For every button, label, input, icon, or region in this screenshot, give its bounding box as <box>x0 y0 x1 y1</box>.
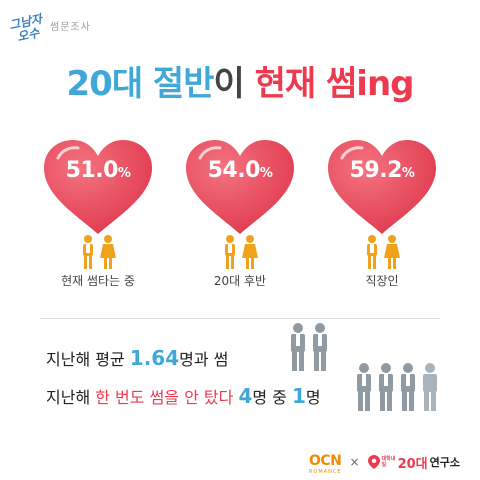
section-divider <box>40 318 440 319</box>
couple-icon <box>83 235 116 269</box>
person-row-icon <box>357 363 437 411</box>
location-pin-icon <box>367 455 380 469</box>
title-part-1: 20대 절반 <box>66 64 215 104</box>
stat-line-average: 지난해 평균 1.64명과 썸 <box>46 346 229 370</box>
couple-icon <box>367 235 400 269</box>
heart-percentage: 54.0% <box>207 158 273 183</box>
footer-brands: OCN ROMANCE × 대학내일 20대 연구소 <box>308 450 460 475</box>
heart-icon <box>186 140 294 234</box>
heart-label: 현재 썸타는 중 <box>61 274 135 288</box>
logo-script-text: 그남자 오수 <box>7 11 44 45</box>
brand-logo: 그남자 오수 썸문조사 <box>7 11 108 50</box>
stat-line-never: 지난해 한 번도 썸을 안 탔다 4명 중 1명 <box>46 384 321 408</box>
heart-icon <box>328 140 436 234</box>
heart-label: 직장인 <box>365 274 399 288</box>
page-title: 20대 절반이 현재 썸ing <box>0 56 480 105</box>
person-pair-icon <box>291 323 327 371</box>
times-icon: × <box>349 455 360 469</box>
ocn-logo: OCN ROMANCE <box>308 452 342 475</box>
heart-stat-3: 59.2% 직장인 <box>322 136 442 296</box>
heart-icon <box>44 140 152 234</box>
couple-icon <box>225 235 258 269</box>
research-lab-logo: 대학내일 20대 연구소 <box>367 453 460 472</box>
heart-percentage: 59.2% <box>349 158 415 183</box>
heart-label: 20대 후반 <box>213 274 267 288</box>
logo-subtitle: 썸문조사 <box>50 22 91 33</box>
heart-percentage: 51.0% <box>65 158 131 183</box>
title-part-3: 현재 썸ing <box>254 64 415 104</box>
title-part-2: 이 <box>213 64 255 104</box>
heart-stat-2: 54.0% 20대 후반 <box>180 136 300 296</box>
heart-stat-1: 51.0% 현재 썸타는 중 <box>38 136 158 296</box>
